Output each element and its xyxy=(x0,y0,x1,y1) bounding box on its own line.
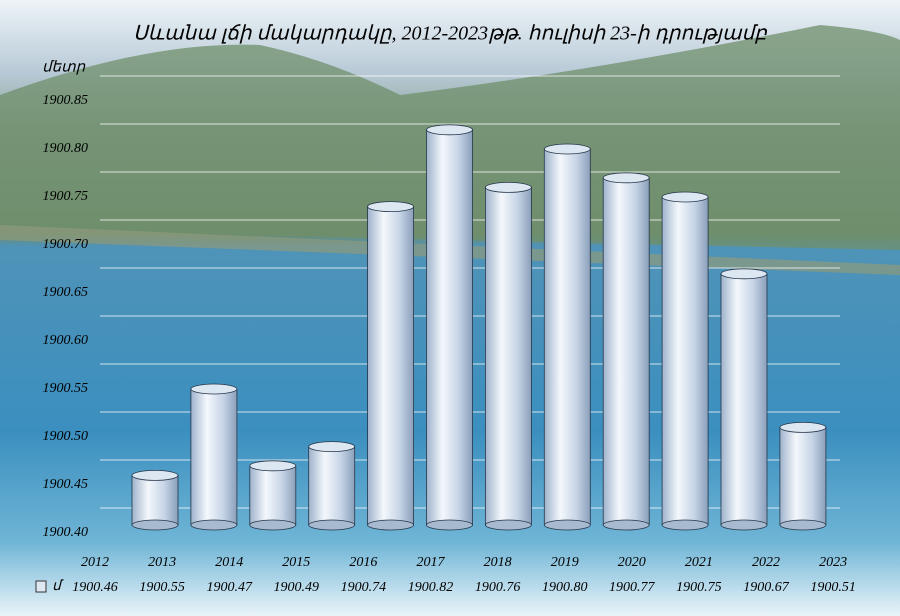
y-tick-label: 1900.40 xyxy=(43,525,89,540)
bar-bottom xyxy=(720,519,768,531)
x-tick-label: 2015 xyxy=(282,555,310,570)
bar-bottom xyxy=(249,519,297,531)
x-tick-label: 2019 xyxy=(551,555,579,570)
y-tick-label: 1900.65 xyxy=(43,285,89,300)
y-axis-label: մետր xyxy=(42,59,86,75)
bar xyxy=(308,446,356,526)
bar xyxy=(131,474,179,526)
bar-top xyxy=(190,383,238,395)
data-label: 1900.51 xyxy=(810,580,856,595)
bar xyxy=(543,148,591,526)
legend-key xyxy=(35,580,47,593)
x-tick-label: 2012 xyxy=(81,555,109,570)
bar-bottom xyxy=(308,519,356,531)
bar-bottom xyxy=(367,519,415,531)
bar xyxy=(661,196,709,526)
data-label: 1900.47 xyxy=(206,580,253,595)
x-tick-label: 2014 xyxy=(215,555,243,570)
x-tick-label: 2020 xyxy=(618,555,646,570)
bar-bottom xyxy=(484,519,532,531)
bar-bottom xyxy=(426,519,473,531)
data-label: 1900.80 xyxy=(542,580,588,595)
bar-bottom xyxy=(661,519,709,531)
y-tick-label: 1900.70 xyxy=(43,237,89,252)
x-tick-label: 2017 xyxy=(417,555,446,570)
bar xyxy=(426,129,473,526)
bar-top xyxy=(249,460,297,472)
y-tick-label: 1900.60 xyxy=(43,333,89,348)
y-tick-label: 1900.75 xyxy=(43,189,89,204)
data-label: 1900.77 xyxy=(609,580,656,595)
bar xyxy=(602,177,650,526)
bar-top xyxy=(484,181,532,193)
bar xyxy=(779,426,827,526)
bar-bottom xyxy=(779,519,827,531)
bar-bottom xyxy=(602,519,650,531)
bar-top xyxy=(131,469,179,481)
bar-top xyxy=(543,143,591,155)
bar-top xyxy=(602,172,650,184)
y-tick-label: 1900.80 xyxy=(43,141,89,156)
bar-top xyxy=(779,421,827,433)
bar-top xyxy=(661,191,709,203)
bar-top xyxy=(308,441,356,453)
bar-bottom xyxy=(543,519,591,531)
data-label: 1900.75 xyxy=(676,580,722,595)
x-tick-label: 2016 xyxy=(349,555,377,570)
bar-bottom xyxy=(131,519,179,531)
bar xyxy=(367,206,415,526)
data-label: 1900.67 xyxy=(743,580,790,595)
bar xyxy=(249,465,297,526)
data-label: 1900.74 xyxy=(341,580,387,595)
bar-top xyxy=(426,124,473,136)
bar-bottom xyxy=(190,519,238,531)
bar xyxy=(720,273,768,526)
x-tick-label: 2018 xyxy=(484,555,512,570)
data-label: 1900.55 xyxy=(139,580,185,595)
bar-top xyxy=(367,201,415,213)
x-tick-label: 2022 xyxy=(752,555,780,570)
x-tick-label: 2023 xyxy=(819,555,847,570)
y-tick-label: 1900.45 xyxy=(43,477,89,492)
bar xyxy=(190,388,238,526)
y-tick-label: 1900.55 xyxy=(43,381,89,396)
bar-top xyxy=(720,268,768,280)
y-tick-label: 1900.50 xyxy=(43,429,89,444)
x-tick-label: 2021 xyxy=(685,555,713,570)
data-label: 1900.76 xyxy=(475,580,521,595)
data-label: 1900.46 xyxy=(72,580,118,595)
bar xyxy=(484,186,532,526)
data-label: 1900.49 xyxy=(274,580,320,595)
x-tick-label: 2013 xyxy=(148,555,176,570)
data-label: 1900.82 xyxy=(408,580,454,595)
chart-title: Սևանա լճի մակարդակը, 2012-2023թթ. հուլիս… xyxy=(133,23,768,45)
y-tick-label: 1900.85 xyxy=(43,93,89,108)
